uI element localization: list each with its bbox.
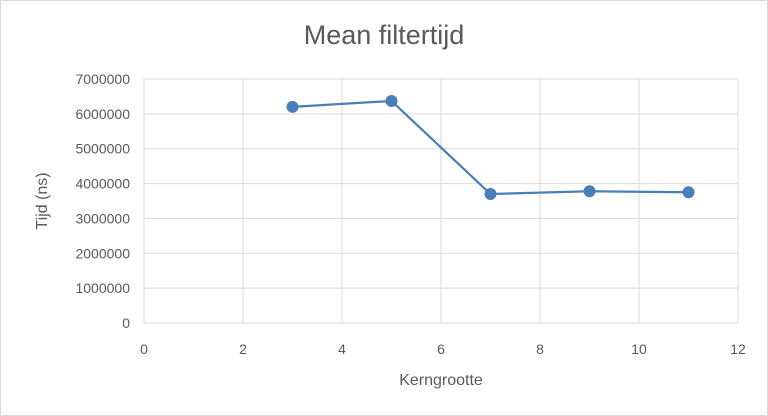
y-tick-label: 7000000 [75,71,130,87]
y-axis-label: Tijd (ns) [34,172,51,229]
chart-title: Mean filtertijd [303,20,465,50]
x-tick-label: 12 [730,341,746,357]
y-tick-label: 0 [122,315,130,331]
y-tick-label: 6000000 [75,106,130,122]
y-tick-label: 4000000 [75,176,130,192]
series-line [292,99,689,196]
y-tick-label: 5000000 [75,141,130,157]
y-tick-labels: 0 1000000 2000000 3000000 4000000 5000000 6000… [75,71,130,331]
gridlines [143,78,739,324]
series-group [286,94,695,201]
data-point [286,100,299,113]
x-tick-label: 8 [536,341,544,357]
x-tick-label: 6 [437,341,445,357]
x-tick-labels: 0 2 4 6 8 10 12 [140,341,746,357]
y-tick-label: 2000000 [75,245,130,261]
x-axis-label: Kerngrootte [399,372,483,389]
x-tick-label: 10 [631,341,647,357]
data-point [682,186,695,199]
data-point [583,185,596,198]
x-tick-label: 0 [140,341,148,357]
x-tick-label: 4 [338,341,346,357]
y-tick-label: 3000000 [75,210,130,226]
data-point [385,94,398,107]
data-point [484,188,497,201]
y-tick-label: 1000000 [75,280,130,296]
x-tick-label: 2 [239,341,247,357]
